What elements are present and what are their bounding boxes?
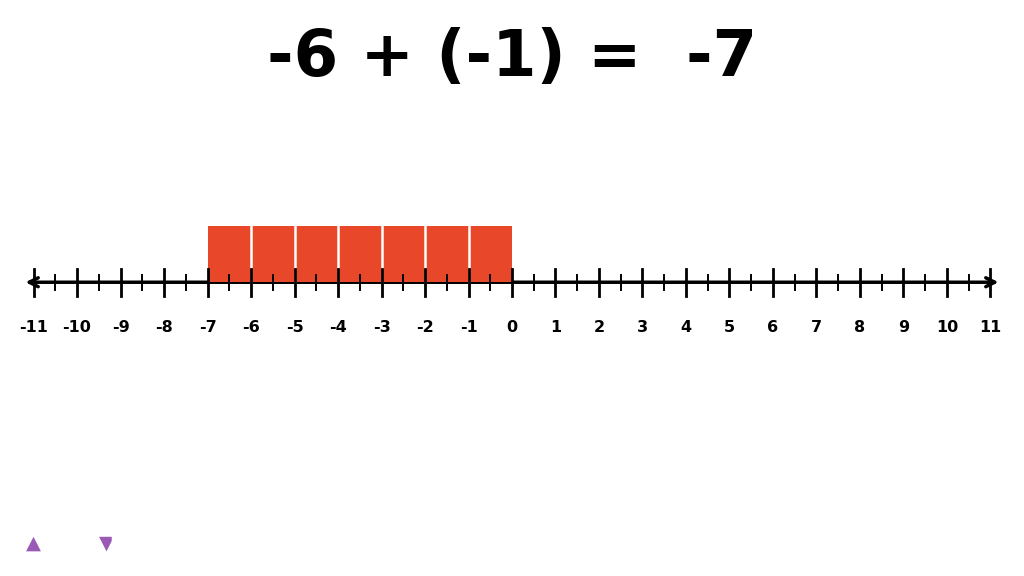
Text: -10: -10 (62, 320, 91, 335)
Text: TH  is: TH is (36, 533, 111, 552)
Text: -1: -1 (460, 320, 477, 335)
Text: -9: -9 (112, 320, 129, 335)
Text: 2: 2 (594, 320, 604, 335)
Text: -6: -6 (242, 320, 260, 335)
Text: -2: -2 (416, 320, 434, 335)
Text: -5: -5 (286, 320, 303, 335)
Text: 4: 4 (680, 320, 691, 335)
Text: 9: 9 (898, 320, 909, 335)
Text: -6 + (-1) =  -7: -6 + (-1) = -7 (267, 26, 757, 89)
Text: -7: -7 (199, 320, 216, 335)
Text: ISUAL: ISUAL (110, 533, 173, 552)
Text: -8: -8 (156, 320, 173, 335)
Text: 11: 11 (979, 320, 1001, 335)
Bar (208, 226, 512, 282)
Text: 5: 5 (724, 320, 735, 335)
Text: -11: -11 (19, 320, 48, 335)
Text: 3: 3 (637, 320, 648, 335)
Text: 6: 6 (767, 320, 778, 335)
Text: 0: 0 (507, 320, 517, 335)
Text: ▲: ▲ (26, 533, 41, 552)
Text: M: M (12, 533, 32, 552)
Text: -4: -4 (329, 320, 347, 335)
Text: 10: 10 (936, 320, 958, 335)
Text: Let's teach it that way.: Let's teach it that way. (790, 533, 1012, 552)
Text: 1: 1 (550, 320, 561, 335)
Text: 7: 7 (811, 320, 822, 335)
Text: -3: -3 (373, 320, 390, 335)
Text: 8: 8 (854, 320, 865, 335)
Text: .COM: .COM (151, 533, 208, 552)
Text: ▼: ▼ (99, 533, 115, 552)
